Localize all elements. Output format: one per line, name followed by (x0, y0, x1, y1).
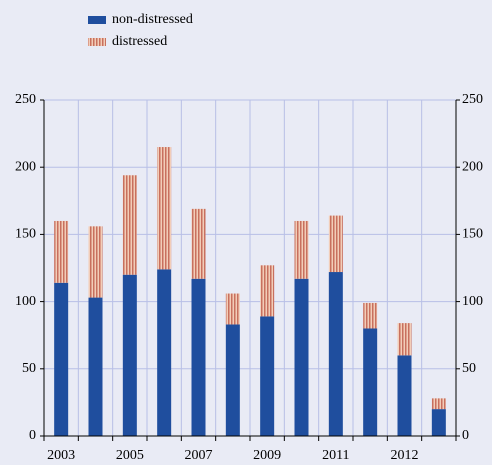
bar-distressed (328, 215, 343, 273)
bar-non-distressed (191, 278, 206, 436)
legend-swatch (88, 38, 106, 46)
bar-non-distressed (157, 269, 172, 436)
bar-distressed (225, 293, 240, 325)
bar-distressed (122, 175, 137, 275)
bar-distressed (431, 398, 446, 410)
x-tick-label: 2003 (47, 448, 75, 463)
bar-distressed (260, 265, 275, 317)
bar-non-distressed (431, 409, 446, 436)
y-tick-label: 250 (15, 92, 36, 107)
bar-non-distressed (88, 297, 103, 436)
y2-tick-label: 50 (462, 361, 476, 376)
y-tick-label: 100 (15, 294, 36, 309)
bar-non-distressed (328, 272, 343, 436)
bar-distressed (157, 147, 172, 270)
bar-non-distressed (225, 324, 240, 436)
bar-non-distressed (294, 278, 309, 436)
bar-non-distressed (363, 328, 378, 436)
y2-tick-label: 250 (462, 92, 483, 107)
bar-distressed (191, 208, 206, 279)
bar-non-distressed (54, 282, 69, 436)
y-tick-label: 150 (15, 227, 36, 242)
bar-distressed (397, 323, 412, 356)
legend-label: non-distressed (112, 12, 193, 27)
bar-non-distressed (397, 355, 412, 436)
x-tick-label: 2007 (185, 448, 213, 463)
bar-non-distressed (260, 316, 275, 436)
y2-tick-label: 200 (462, 159, 483, 174)
bar-distressed (88, 226, 103, 298)
legend-label: distressed (112, 34, 167, 49)
x-tick-label: 2011 (322, 448, 349, 463)
y2-tick-label: 100 (462, 294, 483, 309)
bar-distressed (54, 220, 69, 283)
legend-swatch (88, 16, 106, 24)
bar-non-distressed (122, 274, 137, 436)
x-tick-label: 2005 (116, 448, 144, 463)
y-tick-label: 50 (22, 361, 36, 376)
x-tick-label: 2012 (391, 448, 419, 463)
bar-distressed (363, 302, 378, 329)
x-tick-label: 2009 (253, 448, 281, 463)
y2-tick-label: 0 (462, 428, 469, 443)
y2-tick-label: 150 (462, 227, 483, 242)
bar-distressed (294, 220, 309, 279)
y-tick-label: 0 (29, 428, 36, 443)
y-tick-label: 200 (15, 159, 36, 174)
